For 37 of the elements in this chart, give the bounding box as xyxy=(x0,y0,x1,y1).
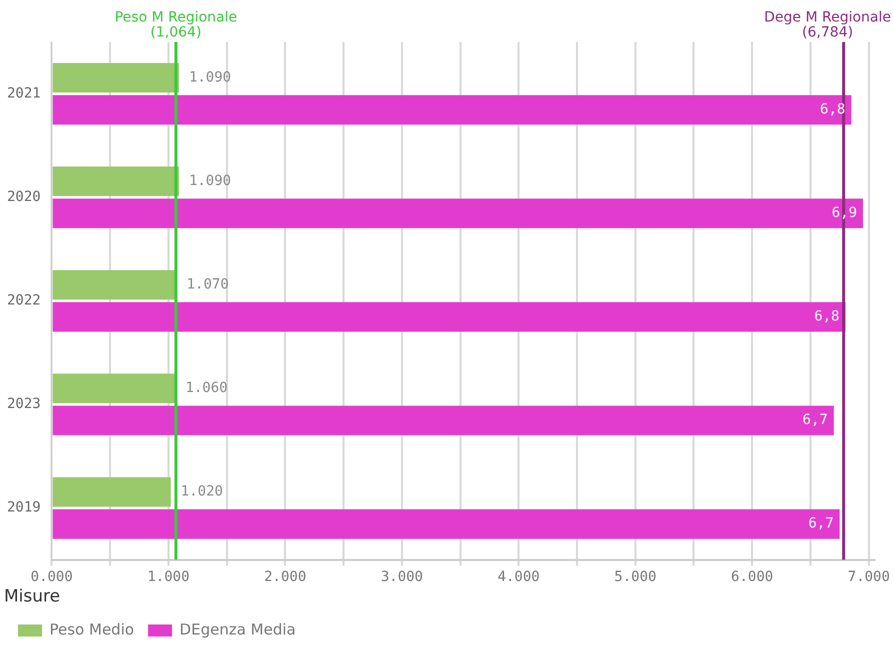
bar xyxy=(52,95,852,125)
y-tick-label: 2022 xyxy=(6,292,41,309)
bar xyxy=(52,62,179,92)
data-label: 6,7 xyxy=(808,516,834,532)
bar xyxy=(52,477,171,507)
bar xyxy=(52,509,840,539)
legend-label: DEgenza Media xyxy=(180,620,296,638)
y-tick-label: 2019 xyxy=(6,500,41,516)
bar xyxy=(52,302,846,332)
x-tick-label: 7.000 xyxy=(848,568,890,585)
bar xyxy=(52,166,179,196)
y-tick-label: 2021 xyxy=(6,85,41,102)
data-label: 6,9 xyxy=(832,205,858,222)
legend-label: Peso Medio xyxy=(50,620,134,638)
data-label: 6,8 xyxy=(820,101,846,118)
bar xyxy=(52,406,834,436)
data-label: 6,8 xyxy=(814,308,840,325)
ref-line-label: Peso M Regionale (1,064) xyxy=(114,10,238,41)
x-tick-label: 0.000 xyxy=(30,568,73,585)
data-label: 1.090 xyxy=(188,69,232,86)
x-tick-label: 1.000 xyxy=(147,568,190,585)
x-tick-label: 5.000 xyxy=(614,568,656,585)
x-tick-label: 2.000 xyxy=(264,568,306,585)
data-label: 1.090 xyxy=(188,172,232,189)
legend-title: Misure xyxy=(4,586,60,607)
ref-line-label: Dege M Regionale (6,784) xyxy=(764,10,892,41)
x-tick-label: 6.000 xyxy=(731,568,774,585)
bar xyxy=(52,198,864,228)
x-tick-label: 3.000 xyxy=(380,568,423,585)
data-label: 1.070 xyxy=(186,276,229,292)
x-tick-label: 4.000 xyxy=(498,568,540,585)
y-tick-label: 2020 xyxy=(6,188,41,205)
y-tick-label: 2023 xyxy=(6,396,41,412)
data-label: 6,7 xyxy=(802,412,828,428)
bar xyxy=(52,374,176,404)
data-label: 1.020 xyxy=(180,484,223,500)
data-label: 1.060 xyxy=(185,380,228,396)
